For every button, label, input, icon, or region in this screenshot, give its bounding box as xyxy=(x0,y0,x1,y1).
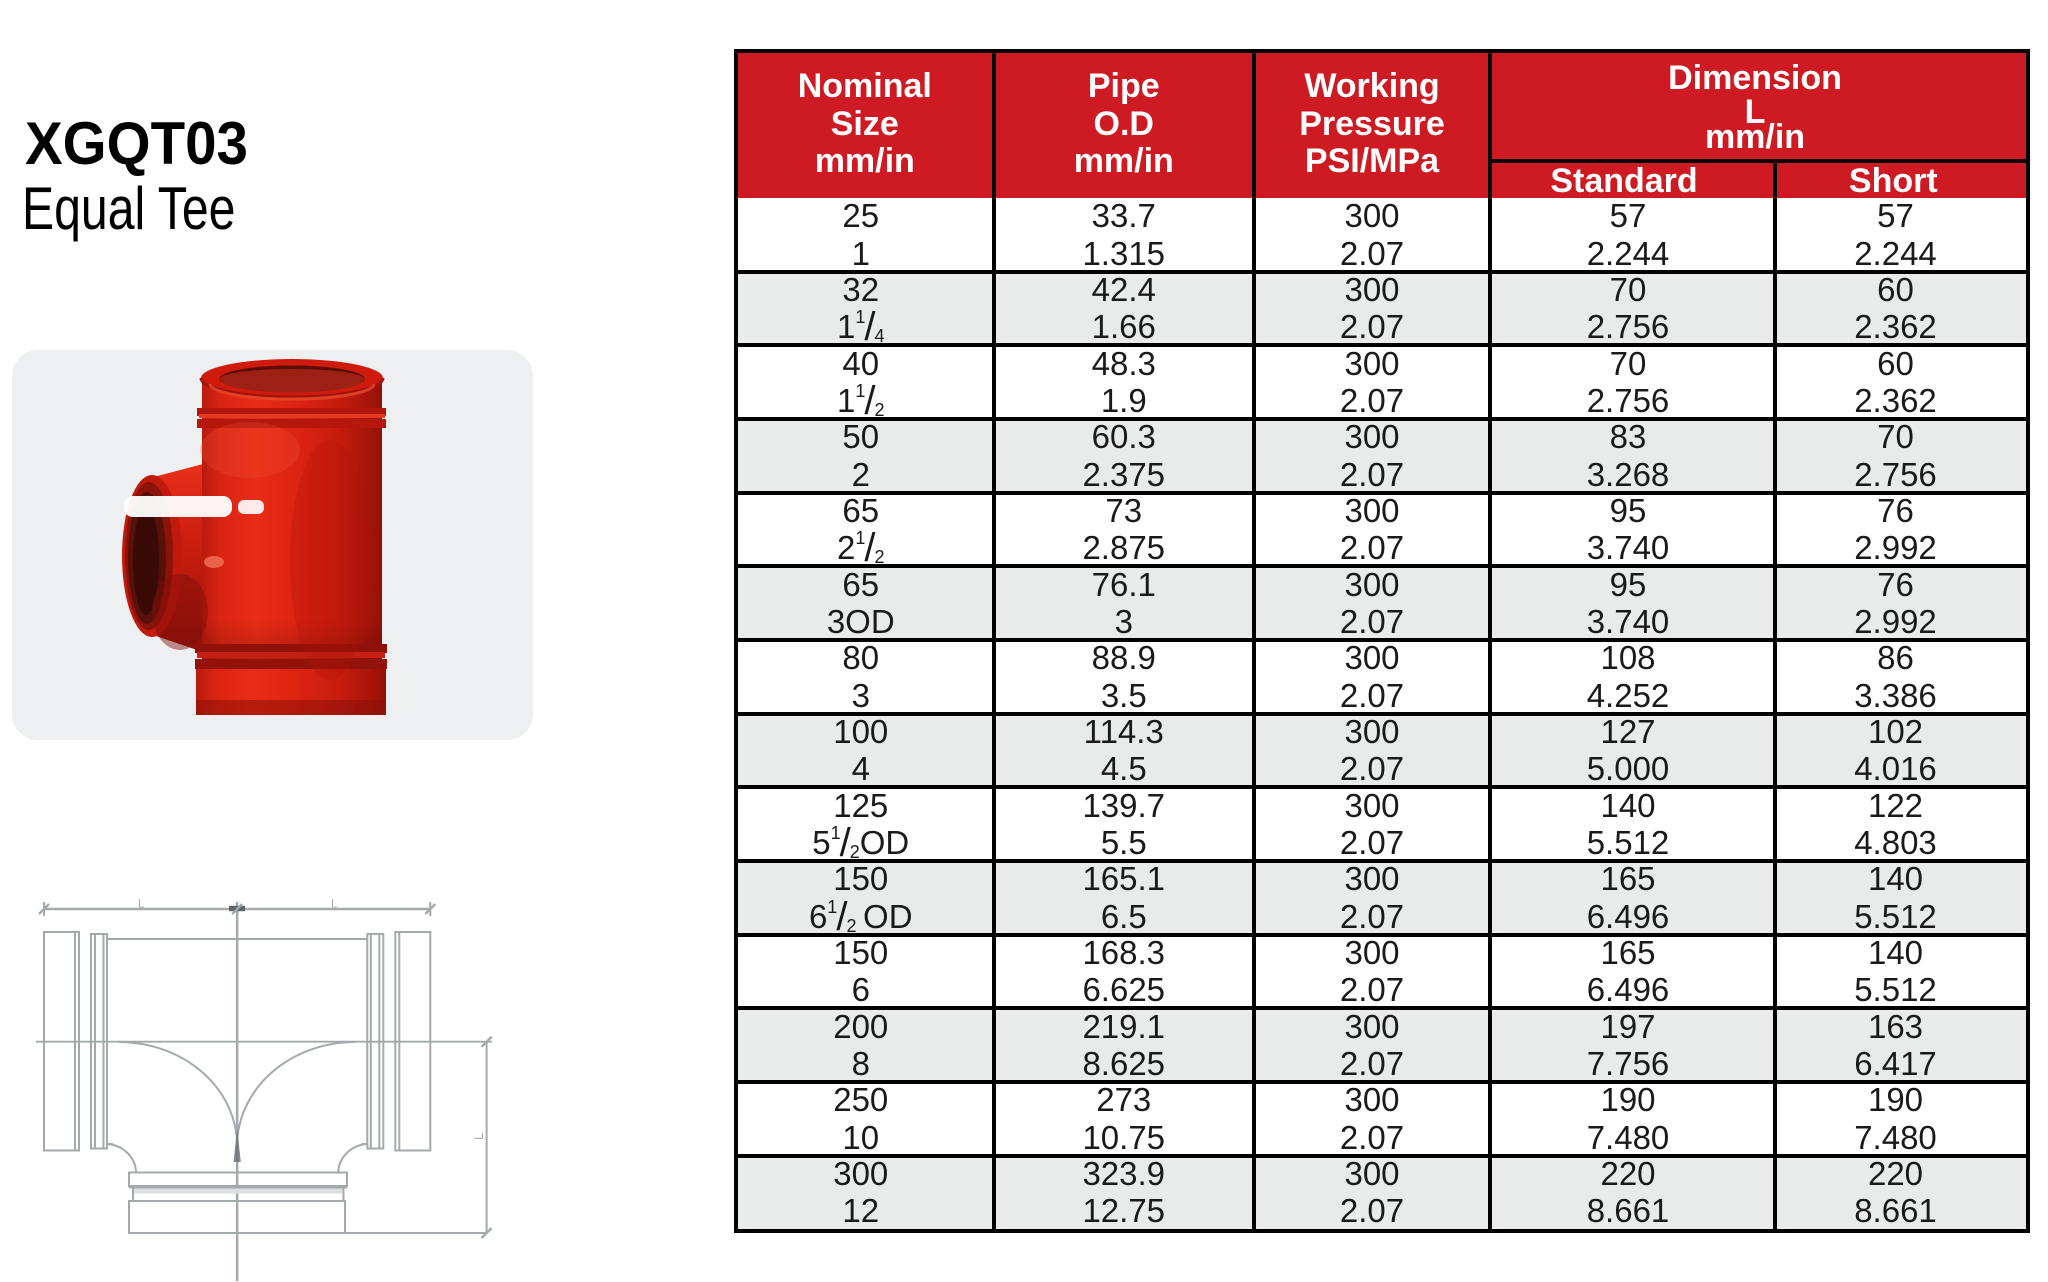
svg-text:L: L xyxy=(331,899,338,911)
svg-text:L: L xyxy=(471,1133,486,1140)
svg-text:L: L xyxy=(138,899,145,911)
